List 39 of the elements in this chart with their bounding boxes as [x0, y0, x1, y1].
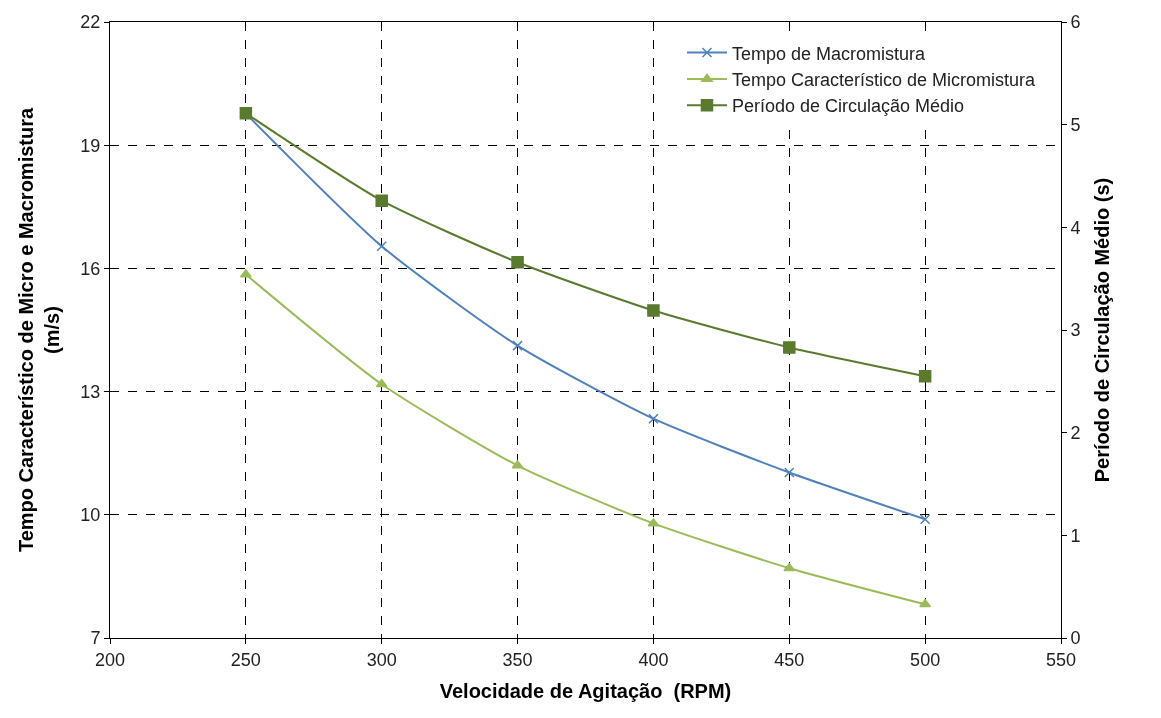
y2-tick-label: 2 — [1070, 422, 1081, 443]
y-tick-label: 7 — [90, 628, 101, 649]
point — [918, 369, 932, 383]
y-tick-label: 22 — [80, 12, 101, 33]
y2-axis-title: Período de Circulação Médio (s) — [1091, 177, 1114, 483]
point — [648, 413, 659, 424]
y-tick-label: 10 — [80, 505, 101, 526]
point — [784, 467, 795, 478]
point — [919, 514, 931, 525]
x-tick-label: 450 — [774, 649, 805, 670]
legend-label: Tempo Característico de Micromistura — [731, 69, 1037, 90]
point — [512, 340, 523, 351]
y2-tick-label: 6 — [1070, 12, 1081, 33]
y2-tick-label: 3 — [1070, 320, 1081, 341]
x-tick-label: 250 — [230, 649, 261, 670]
y-tick-label: 16 — [80, 258, 101, 279]
legend-label: Período de Circulação Médio — [731, 96, 965, 117]
point — [783, 341, 796, 354]
y2-tick-label: 4 — [1070, 217, 1081, 238]
x-axis-title: Velocidade de Agitação (RPM) — [439, 680, 732, 703]
point — [647, 304, 660, 317]
x-tick-label: 500 — [910, 649, 941, 670]
x-tick-label: 400 — [638, 649, 669, 670]
point — [783, 562, 796, 572]
y-tick-label: 13 — [80, 381, 101, 402]
x-tick-label: 200 — [94, 649, 126, 670]
y2-tick-label: 0 — [1070, 628, 1081, 649]
point — [375, 194, 388, 207]
x-tick-label: 550 — [1045, 649, 1077, 670]
x-tick-label: 300 — [366, 649, 397, 670]
y-axis-title: Tempo Característico de Micro e Macromistura (m/s) — [14, 107, 63, 553]
point — [376, 240, 387, 252]
point — [511, 255, 524, 269]
point — [375, 378, 388, 388]
y-tick-label: 19 — [80, 135, 101, 156]
y2-tick-label: 1 — [1070, 525, 1081, 546]
x-tick-label: 350 — [502, 649, 533, 670]
legend-label: Tempo de Macromistura — [731, 43, 927, 64]
y2-tick-label: 5 — [1070, 114, 1081, 135]
